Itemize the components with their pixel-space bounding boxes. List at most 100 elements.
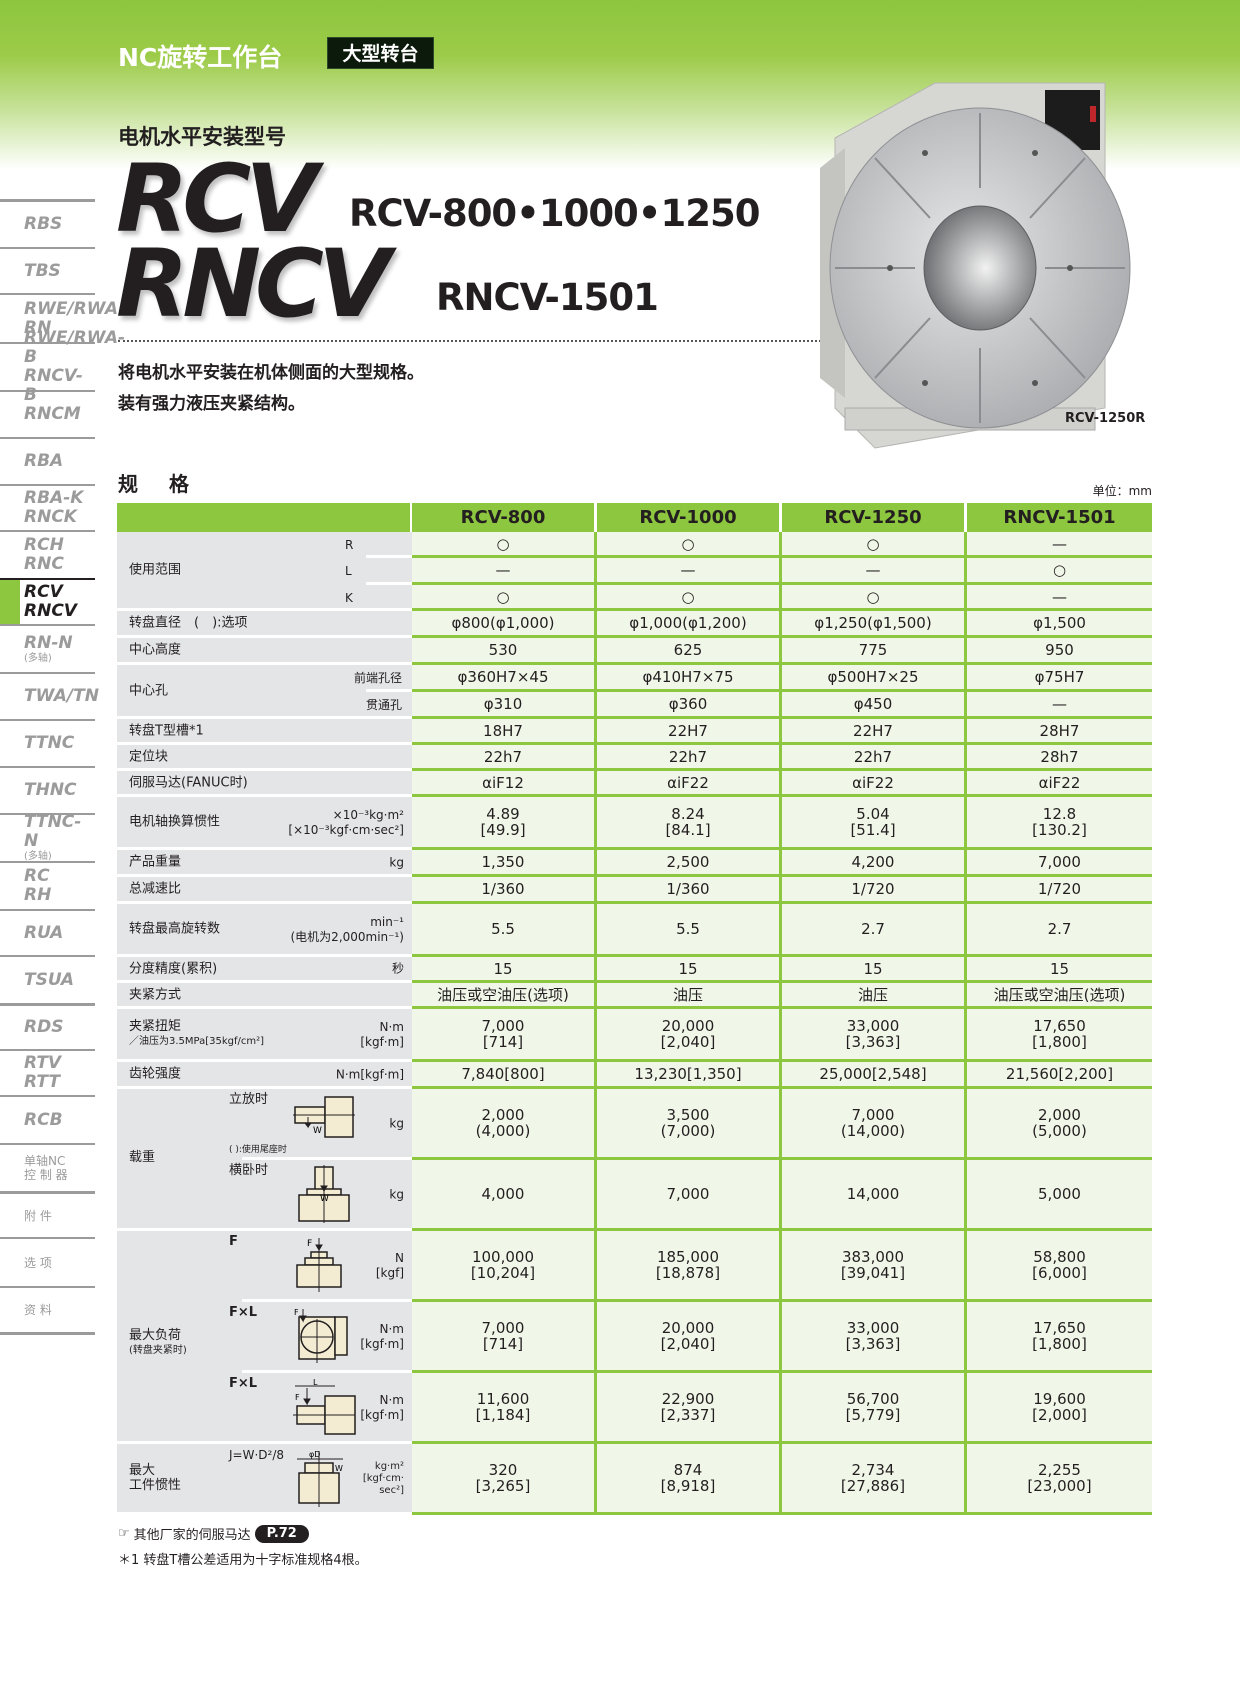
- row-divider: [412, 555, 1152, 558]
- sidebar-item[interactable]: TSUA: [0, 955, 95, 1003]
- sidebar-item[interactable]: RWE/RWA RN: [0, 293, 119, 342]
- spec-value-cell: 15: [967, 957, 1152, 980]
- spec-value-cell: αiF22: [782, 771, 964, 794]
- sidebar-item-label: RBS: [24, 214, 63, 234]
- sidebar-item[interactable]: RDS: [0, 1003, 95, 1049]
- sidebar-item[interactable]: 资 料: [0, 1286, 95, 1332]
- spec-value-cell: 22h7: [597, 745, 779, 768]
- row-unit: min⁻¹ (电机为2,000min⁻¹): [290, 914, 405, 944]
- series-logo-rncv: RNCV: [116, 230, 391, 339]
- spec-value-cell: 185,000 [18,878]: [597, 1231, 779, 1299]
- spec-row-label: 转盘最高旋转数 min⁻¹ (电机为2,000min⁻¹): [117, 904, 412, 954]
- sidebar-item[interactable]: RWE/RWA-B RNCV-B: [0, 329, 125, 405]
- sidebar-item[interactable]: RCB: [0, 1095, 95, 1143]
- unit-note: 单位：mm: [1092, 484, 1152, 498]
- sidebar-item-label: 单轴NC: [24, 1154, 66, 1168]
- spec-value-cell: 油压或空油压(选项): [967, 983, 1152, 1006]
- sidebar-item-label: RNC: [24, 554, 64, 574]
- spec-row-label: 转盘直径 ( ):选项: [117, 611, 412, 635]
- row-divider: [412, 768, 1152, 771]
- spec-value-cell: 油压或空油压(选项): [412, 983, 594, 1006]
- row-label: 转盘直径 ( ):选项: [129, 616, 248, 631]
- spec-value-cell: 17,650 [1,800]: [967, 1009, 1152, 1059]
- sidebar-item[interactable]: TTNC: [0, 719, 95, 766]
- spec-value-cell: 7,000 [714]: [412, 1009, 594, 1059]
- row-label-text: 夹紧扭矩: [129, 1019, 182, 1034]
- footnote-reference: ☞ 其他厂家的伺服马达 P.72: [118, 1524, 309, 1543]
- sidebar-item-label: RNCV: [24, 601, 77, 621]
- spec-value-cell: 2,255 [23,000]: [967, 1444, 1152, 1512]
- row-label-text: 总减速比: [129, 881, 182, 897]
- spec-value-cell: 56,700 [5,779]: [782, 1373, 964, 1441]
- spec-value-cell: 2.7: [782, 904, 964, 954]
- row-divider: [412, 1512, 1152, 1515]
- sidebar-item[interactable]: RN-N (多轴): [0, 624, 95, 672]
- spec-row-label: 伺服马达(FANUC时): [117, 771, 412, 794]
- spec-value-cell: 28H7: [967, 719, 1152, 742]
- sidebar-item[interactable]: 单轴NC 控 制 器: [0, 1143, 95, 1191]
- sidebar-item[interactable]: RBA-K RNCK: [0, 484, 95, 530]
- sidebar-item[interactable]: RBA: [0, 437, 95, 484]
- series-title: NC旋转工作台: [118, 43, 283, 72]
- spec-value-cell: 1/360: [412, 877, 594, 901]
- sidebar-item-label: RBA: [24, 451, 64, 471]
- sidebar-item-note: (多轴): [24, 851, 52, 862]
- spec-value-cell: 7,000 (14,000): [782, 1089, 964, 1157]
- column-header: RCV-800: [412, 503, 594, 532]
- spec-value-cell: 22h7: [412, 745, 594, 768]
- row-label-text: 转盘直径 ( ):选项: [129, 615, 248, 631]
- spec-value-cell: 2.7: [967, 904, 1152, 954]
- row-sublabel: F×L: [229, 1305, 258, 1320]
- sidebar-item[interactable]: RNCM: [0, 390, 95, 437]
- sidebar-item[interactable]: TWA/TN: [0, 672, 99, 719]
- sidebar-item[interactable]: TBS: [0, 247, 95, 293]
- sidebar-item[interactable]: RCV RNCV: [0, 578, 95, 624]
- sidebar-item[interactable]: TTNC-N (多轴): [0, 813, 95, 862]
- row-sublabel: F×L: [229, 1376, 258, 1391]
- spec-value-cell: 320 [3,265]: [412, 1444, 594, 1512]
- sidebar-item-label: RBA-K: [24, 488, 84, 508]
- sidebar-item[interactable]: RCH RNC: [0, 530, 95, 578]
- row-label-text: 最大 工件惯性: [129, 1463, 182, 1493]
- sidebar-item-label: RC: [24, 866, 50, 886]
- vertical-load-diagram: W: [293, 1091, 357, 1147]
- spec-value-cell: —: [967, 692, 1152, 716]
- sidebar-item-label: RDS: [24, 1017, 64, 1037]
- svg-text:φD: φD: [309, 1450, 320, 1459]
- sub-row-divider: [366, 582, 412, 585]
- header-divider: [964, 503, 967, 532]
- sidebar-item[interactable]: 选 项: [0, 1237, 95, 1286]
- row-label-text: 转盘最高旋转数: [129, 921, 221, 937]
- row-sublabel: K: [345, 591, 353, 605]
- row-sublabel: 贯通孔: [365, 698, 402, 712]
- row-divider: [412, 1441, 1152, 1444]
- sidebar-item-label: RWE/RWA: [24, 298, 119, 319]
- svg-text:F: F: [294, 1308, 299, 1317]
- svg-text:F: F: [295, 1393, 300, 1402]
- spec-value-cell: 4,200: [782, 850, 964, 874]
- sidebar-item-label: RNCK: [24, 507, 77, 527]
- sidebar-item-note: (多轴): [24, 652, 52, 664]
- row-label-text: 齿轮强度: [129, 1066, 182, 1082]
- spec-value-cell: 15: [597, 957, 779, 980]
- sidebar-item[interactable]: RTV RTT: [0, 1049, 95, 1095]
- sidebar-item[interactable]: RUA: [0, 909, 95, 955]
- row-sublabel: J=W·D²/8: [229, 1448, 285, 1462]
- sidebar-item[interactable]: RC RH: [0, 861, 95, 909]
- sidebar-item[interactable]: RBS: [0, 199, 95, 247]
- pointing-hand-icon: ☞: [118, 1526, 130, 1541]
- spec-value-cell: 874 [8,918]: [597, 1444, 779, 1512]
- spec-value-cell: φ360H7×45: [412, 665, 594, 689]
- spec-value-cell: φ1,000(φ1,200): [597, 611, 779, 635]
- sidebar-item[interactable]: THNC: [0, 766, 95, 813]
- row-unit: N·m [kgf·m]: [360, 1321, 404, 1351]
- spec-value-cell: φ1,250(φ1,500): [782, 611, 964, 635]
- column-divider: [779, 532, 782, 1515]
- spec-row-label: 夹紧方式: [117, 983, 412, 1006]
- spec-value-cell: 15: [412, 957, 594, 980]
- sidebar-item[interactable]: 附 件: [0, 1191, 95, 1237]
- page-reference-link[interactable]: P.72: [254, 1524, 309, 1543]
- spec-row-label: 中心孔 前端孔径 贯通孔: [117, 665, 412, 716]
- spec-row-label: 使用范围 R L K: [117, 532, 412, 608]
- horizontal-load-diagram: W: [293, 1165, 357, 1229]
